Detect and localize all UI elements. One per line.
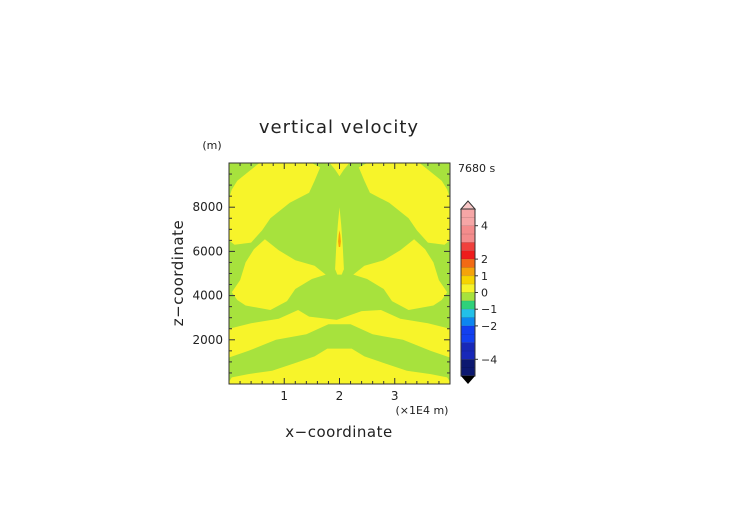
colorbar-band [461,275,475,285]
contour-region-3 [353,239,448,310]
contour-region-4 [229,163,321,245]
colorbar-label: −4 [481,353,497,366]
colorbar-label: 4 [481,220,488,233]
y-tick-label: 2000 [192,333,223,347]
x-unit-label: (×1E4 m) [396,404,449,417]
contour-region-8 [338,230,341,247]
y-tick-label: 4000 [192,289,223,303]
colorbar-overflow-high [459,200,477,210]
y-tick-label: 6000 [192,244,223,258]
colorbar-label: 1 [481,270,488,283]
colorbar-band [461,242,475,251]
colorbar-band [461,292,475,301]
plot-area: 1 2 3 2000 4000 6000 8000 [192,162,451,403]
colorbar-band [461,225,475,243]
y-axis-label: z−coordinate [169,220,187,326]
contour-region-1 [229,310,450,358]
colorbar-label: −1 [481,303,497,316]
colorbar-overflow-low [461,376,475,384]
contour-region-5 [358,163,450,245]
colorbar-band [461,284,475,293]
y-unit-label: (m) [202,139,221,152]
contour-regions [229,163,450,384]
chart-title: vertical velocity [259,117,419,138]
y-tick-label: 8000 [192,200,223,214]
colorbar-label: −2 [481,320,497,333]
colorbar-label: 2 [481,253,488,266]
colorbar-band [461,259,475,268]
colorbar-band [461,267,475,276]
x-tick-label: 2 [336,389,344,403]
colorbar-band [461,325,475,343]
colorbar: 4 2 1 0 −1 −2 −4 [459,200,497,384]
axis-ticks: 1 2 3 2000 4000 6000 8000 [192,163,450,403]
contour-region-6 [329,163,350,177]
x-axis-label: x−coordinate [285,423,392,441]
colorbar-band [461,342,475,360]
contour-region-2 [231,239,326,310]
colorbar-label: 0 [481,287,488,300]
colorbar-band [461,300,475,310]
colorbar-band [461,317,475,326]
colorbar-band [461,209,475,226]
x-tick-label: 3 [391,389,399,403]
contour-region-0 [229,348,450,384]
colorbar-band [461,250,475,260]
time-label: 7680 s [458,162,495,175]
x-tick-label: 1 [280,389,288,403]
colorbar-band [461,309,475,318]
colorbar-band [461,359,475,376]
